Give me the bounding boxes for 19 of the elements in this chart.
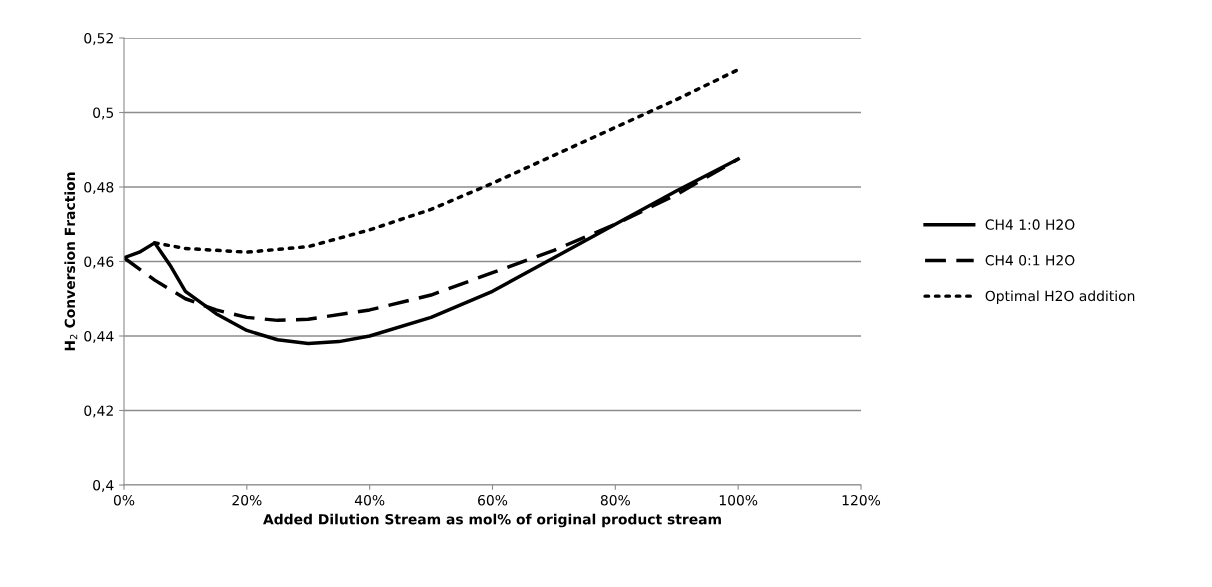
legend-label: CH4 0:1 H2O xyxy=(985,255,1075,266)
x-axis-title: Added Dilution Stream as mol% of original product stream xyxy=(263,513,721,528)
y-tick-label: 0,42 xyxy=(84,405,113,418)
y-tick-label: 0,48 xyxy=(84,181,114,194)
legend-label: CH4 1:0 H2O xyxy=(985,219,1075,230)
x-tick-label: 40% xyxy=(354,494,385,506)
y-tick-label: 0,46 xyxy=(84,256,114,269)
x-tick-label: 20% xyxy=(232,494,262,506)
y-tick-label: 0,52 xyxy=(84,32,113,45)
x-tick-label: 60% xyxy=(478,494,508,506)
x-tick-label: 80% xyxy=(600,494,630,506)
y-tick-label: 0,44 xyxy=(84,330,114,343)
legend-label: Optimal H2O addition xyxy=(985,290,1135,304)
x-tick-label: 100% xyxy=(719,494,758,506)
y-axis-title: H$_{2}$ Conversion Fraction xyxy=(64,172,78,351)
y-tick-label: 0,5 xyxy=(93,107,114,120)
x-tick-label: 120% xyxy=(842,494,881,506)
x-tick-label: 0% xyxy=(113,494,135,506)
y-tick-label: 0,4 xyxy=(93,479,114,492)
